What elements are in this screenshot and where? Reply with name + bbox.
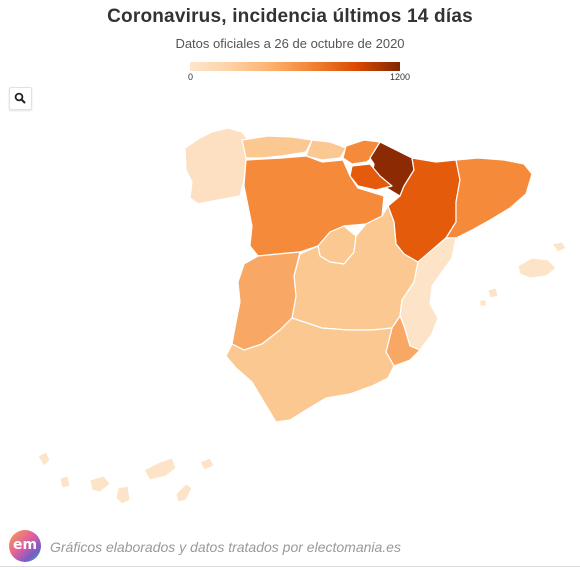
region-comunidad-valenciana[interactable]	[399, 237, 457, 351]
chart-subtitle: Datos oficiales a 26 de octubre de 2020	[175, 36, 405, 51]
spain-map	[37, 127, 567, 505]
legend-max-label: 1200	[389, 72, 410, 82]
footer-credit: Gráficos elaborados y datos tratados por…	[50, 539, 401, 555]
chart-title: Coronavirus, incidencia últimos 14 días	[107, 6, 473, 27]
region-galicia[interactable]	[184, 127, 249, 205]
legend-min-label: 0	[188, 72, 194, 82]
legend-gradient	[190, 62, 400, 71]
logo-text: em	[12, 537, 38, 553]
electomania-logo: em	[9, 530, 41, 562]
region-cantabria[interactable]	[305, 139, 347, 161]
region-asturias[interactable]	[241, 135, 313, 159]
search-icon	[14, 92, 26, 104]
region-andalucia[interactable]	[225, 317, 395, 423]
footer-divider	[0, 566, 580, 567]
color-legend: 0 1200	[188, 62, 410, 82]
search-button[interactable]	[9, 87, 32, 110]
region-baleares[interactable]	[479, 241, 567, 307]
region-canarias[interactable]	[37, 451, 215, 505]
region-cataluna[interactable]	[445, 157, 533, 239]
